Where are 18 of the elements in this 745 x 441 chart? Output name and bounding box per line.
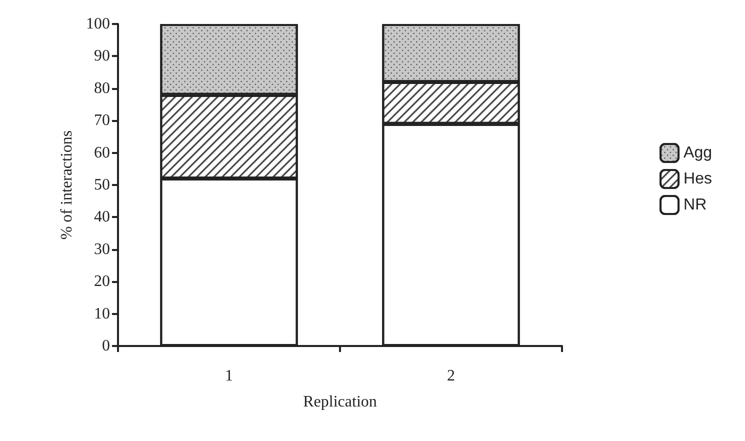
y-tick-label: 30 <box>94 240 110 258</box>
legend-label: NR <box>684 196 707 214</box>
y-tick-label: 40 <box>94 208 110 226</box>
y-tick-label: 90 <box>94 48 110 65</box>
x-tick-label: 2 <box>447 368 455 384</box>
y-tick-label: 20 <box>94 273 110 290</box>
y-tick-label: 80 <box>94 80 110 97</box>
x-axis-title: Replication <box>303 394 377 410</box>
y-tick-label: 0 <box>102 338 110 354</box>
legend-label: Agg <box>684 144 712 162</box>
y-tick-label: 10 <box>94 305 110 322</box>
x-tick-label: 1 <box>225 368 233 384</box>
y-tick-label: 60 <box>94 144 110 162</box>
y-tick-label: 50 <box>94 176 110 194</box>
y-axis-title: % of interactions <box>58 130 76 240</box>
y-tick-label: 100 <box>86 16 110 32</box>
y-tick-label: 70 <box>94 112 110 130</box>
legend-label: Hes <box>684 170 712 188</box>
